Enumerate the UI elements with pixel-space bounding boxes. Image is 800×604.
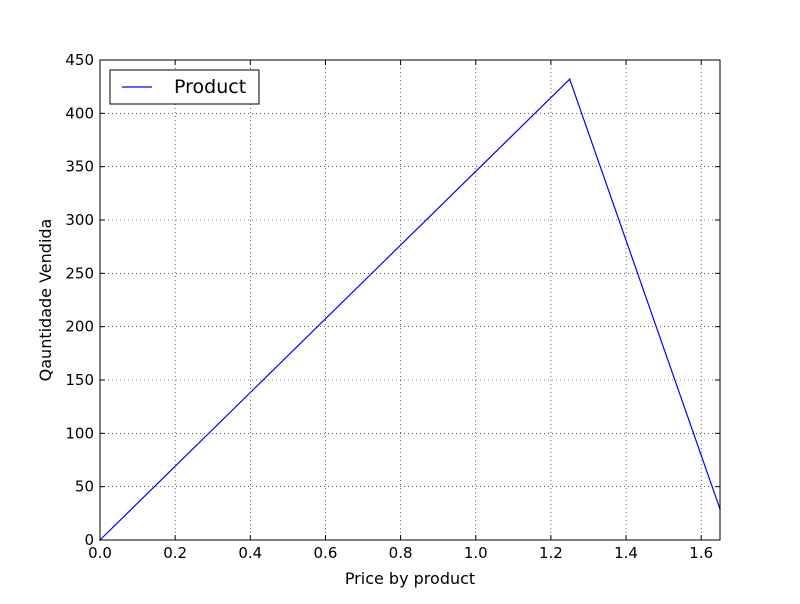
data-point bbox=[568, 78, 571, 80]
plot-frame bbox=[99, 59, 721, 541]
x-axis-label: Price by product bbox=[345, 569, 475, 588]
y-tick-label: 350 bbox=[65, 158, 94, 176]
x-tick-label: 1.0 bbox=[464, 544, 488, 562]
x-tick-label: 0.0 bbox=[88, 544, 112, 562]
y-tick-label: 300 bbox=[65, 211, 94, 229]
x-tick-label: 0.6 bbox=[314, 544, 338, 562]
y-tick-label: 400 bbox=[65, 104, 94, 122]
legend-label-product: Product bbox=[174, 76, 246, 98]
y-tick-label: 0 bbox=[84, 531, 94, 549]
y-tick-label: 450 bbox=[65, 51, 94, 69]
grid-lines bbox=[100, 60, 720, 540]
x-tick-label: 0.2 bbox=[163, 544, 187, 562]
y-tick-label: 100 bbox=[65, 424, 94, 442]
plot-background bbox=[100, 60, 720, 540]
x-tick-label: 1.2 bbox=[539, 544, 563, 562]
y-axis-label: Qauntidade Vendida bbox=[36, 219, 55, 382]
x-tick-label: 1.4 bbox=[614, 544, 638, 562]
y-tick-label: 150 bbox=[65, 371, 94, 389]
legend: Product bbox=[109, 69, 260, 105]
y-tick-label: 50 bbox=[75, 478, 94, 496]
y-tick-label: 200 bbox=[65, 318, 94, 336]
x-tick-label: 0.4 bbox=[238, 544, 262, 562]
x-tick-label: 1.6 bbox=[689, 544, 713, 562]
x-tick-label: 0.8 bbox=[389, 544, 413, 562]
y-tick-label: 250 bbox=[65, 264, 94, 282]
ticks: 0.0 0.2 0.4 0.6 0.8 1.0 1.2 1.4 1.6 0 50 100 150 200 2… bbox=[65, 51, 720, 562]
